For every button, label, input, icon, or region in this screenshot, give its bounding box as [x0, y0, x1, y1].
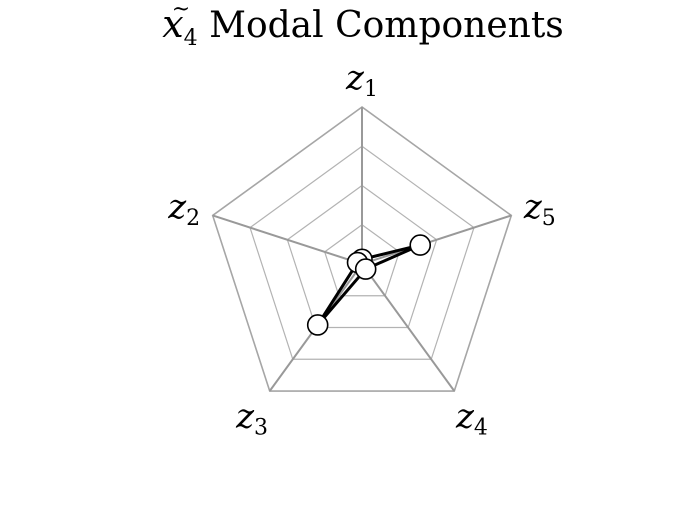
axis-label-4: z4 — [455, 396, 488, 440]
chart-title-symbol: x — [162, 2, 183, 46]
spoke-5 — [361, 214, 512, 265]
axis-label-var: z — [455, 396, 475, 436]
axis-label-var: z — [167, 187, 187, 227]
chart-title-subscript: 4 — [184, 26, 198, 51]
axis-label-subscript: 1 — [364, 77, 378, 102]
axis-label-subscript: 5 — [542, 206, 556, 231]
radar-grid — [211, 106, 513, 392]
axis-label-3: z3 — [235, 396, 268, 440]
radar-series — [306, 234, 432, 336]
chart-title-accent: ~ — [172, 0, 190, 22]
axis-label-var: z — [523, 187, 543, 227]
grid-ring-3 — [249, 145, 475, 360]
axis-label-subscript: 2 — [186, 206, 200, 231]
axis-label-subscript: 4 — [474, 415, 488, 440]
axis-label-2: z2 — [167, 187, 200, 231]
grid-ring-2 — [286, 184, 438, 329]
spoke-2 — [212, 214, 363, 265]
data-point-3 — [306, 314, 329, 336]
axis-label-var: z — [345, 58, 365, 98]
spoke-4 — [361, 263, 456, 392]
chart-title: x4 Modal Components — [162, 2, 564, 51]
data-point-5 — [409, 234, 432, 256]
grid-ring-1 — [323, 224, 401, 297]
axis-label-5: z5 — [523, 187, 556, 231]
radar-spokes — [212, 107, 512, 392]
axis-label-1: z1 — [345, 58, 378, 102]
axis-label-subscript: 3 — [254, 415, 268, 440]
grid-ring-4 — [211, 106, 513, 392]
data-point-4 — [354, 258, 377, 280]
chart-title-text: Modal Components — [198, 5, 564, 46]
axis-label-var: z — [235, 396, 255, 436]
